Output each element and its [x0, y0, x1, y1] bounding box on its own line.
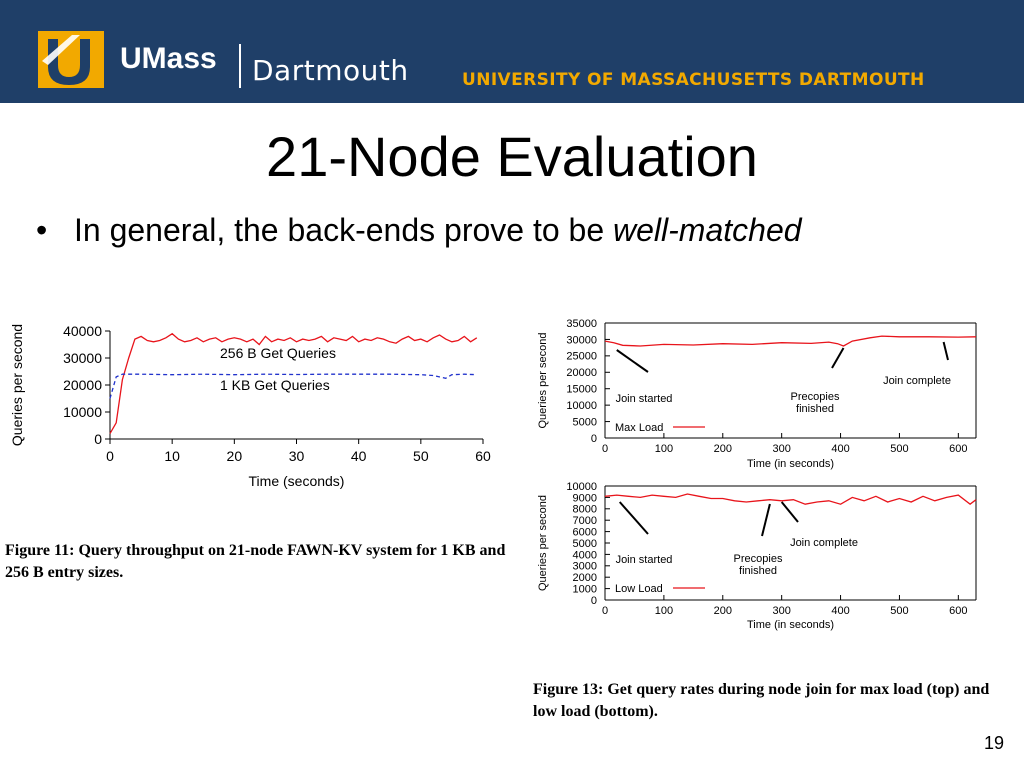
figure-13-bottom-chart: 0 100 200 300 400 500 600010002000300040005000…: [537, 481, 977, 631]
figure-13-caption: Figure 13: Get query rates during node j…: [533, 681, 990, 720]
y-tick-label: 5000: [573, 416, 597, 428]
series-line: [604, 493, 977, 506]
x-tick-label: 500: [890, 605, 908, 617]
x-tick-label: 600: [949, 605, 967, 617]
y-tick-label: 20000: [566, 367, 597, 379]
y-tick-label: 35000: [566, 318, 597, 330]
series-line: [109, 373, 477, 399]
x-tick-label: 0: [106, 448, 114, 464]
y-tick-label: 0: [94, 431, 102, 447]
y-tick-label: 2000: [573, 572, 597, 584]
logo-text-umass: UMass: [120, 42, 217, 75]
x-tick-label: 40: [351, 448, 367, 464]
x-tick-label: 0: [602, 443, 608, 455]
y-tick-label: 9000: [573, 492, 597, 504]
x-tick-label: 50: [413, 448, 429, 464]
page-number: 19: [983, 733, 1004, 753]
x-tick-label: 100: [655, 605, 673, 617]
annotation-label: Join complete: [790, 537, 858, 549]
x-tick-label: 200: [714, 443, 732, 455]
figure-11-caption: Figure 11: Query throughput on 21-node F…: [5, 542, 506, 581]
annotation-label: Join started: [616, 554, 673, 566]
x-tick-label: 60: [475, 448, 491, 464]
y-tick-label: 10000: [566, 481, 597, 493]
y-tick-label: 25000: [566, 351, 597, 363]
x-tick-label: 400: [831, 443, 849, 455]
bullet-dot-icon: •: [36, 212, 48, 248]
slide-title: 21-Node Evaluation: [266, 125, 758, 188]
bullet-point: • In general, the back-ends prove to be w…: [36, 212, 802, 249]
y-tick-label: 0: [591, 433, 597, 445]
x-tick-label: 300: [772, 605, 790, 617]
x-tick-label: 400: [831, 605, 849, 617]
y-tick-label: 20000: [63, 377, 102, 393]
university-name: UNIVERSITY OF MASSACHUSETTS DARTMOUTH: [462, 70, 925, 90]
y-tick-label: 40000: [63, 323, 102, 339]
annotation-label: Precopies finished: [791, 391, 840, 415]
x-axis-title: Time (in seconds): [747, 619, 834, 631]
annotation-label: Join started: [616, 393, 673, 405]
y-tick-label: 4000: [573, 549, 597, 561]
legend-label: Low Load: [615, 583, 663, 595]
annotation-arrow: [780, 501, 799, 523]
x-tick-label: 10: [164, 448, 180, 464]
legend-label: Max Load: [615, 422, 663, 434]
y-tick-label: 5000: [573, 538, 597, 550]
annotation-arrow: [831, 347, 845, 369]
x-tick-label: 200: [714, 605, 732, 617]
y-tick-label: 3000: [573, 561, 597, 573]
y-tick-label: 0: [591, 595, 597, 607]
series-label-1kb: 1 KB Get Queries: [220, 377, 330, 393]
y-axis-title: Queries per second: [537, 333, 549, 429]
logo-text-dartmouth: Dartmouth: [252, 54, 409, 87]
x-axis-title: Time (in seconds): [747, 458, 834, 470]
figure-13-top-chart: 0 100 200 300 400 500 600 0 5000 10000 15000 20000 2…: [537, 318, 977, 470]
y-tick-label: 7000: [573, 515, 597, 527]
y-tick-label: 10000: [63, 404, 102, 420]
y-tick-label: 6000: [573, 526, 597, 538]
annotation-arrow: [616, 349, 649, 373]
logo-divider: [239, 44, 241, 88]
annotation-label: Join complete: [883, 375, 951, 387]
x-tick-label: 500: [890, 443, 908, 455]
x-tick-label: 600: [949, 443, 967, 455]
series-line: [604, 335, 977, 347]
series-label-256b: 256 B Get Queries: [220, 345, 336, 361]
bullet-emphasis: well-matched: [613, 212, 802, 248]
annotation-label: Precopies finished: [734, 553, 783, 577]
x-tick-label: 300: [772, 443, 790, 455]
x-tick-label: 30: [289, 448, 305, 464]
y-axis-title: Queries per second: [537, 495, 549, 591]
y-tick-label: 1000: [573, 583, 597, 595]
y-tick-label: 15000: [566, 384, 597, 396]
umass-logo-icon: [38, 31, 104, 88]
series-line: [109, 332, 478, 434]
annotation-arrow: [761, 503, 771, 537]
y-tick-label: 30000: [63, 350, 102, 366]
figure-11-chart: 0 10 20 30 40 50 60 0 10000 20000 30000 40000 Time (…: [9, 323, 491, 489]
y-tick-label: 30000: [566, 334, 597, 346]
x-tick-label: 0: [602, 605, 608, 617]
x-tick-label: 20: [227, 448, 243, 464]
y-tick-label: 10000: [566, 400, 597, 412]
y-axis-title: Queries per second: [9, 324, 25, 446]
x-tick-label: 100: [655, 443, 673, 455]
annotation-arrow: [618, 501, 649, 535]
annotation-arrow: [942, 341, 949, 361]
y-tick-label: 8000: [573, 504, 597, 516]
x-axis-title: Time (seconds): [249, 473, 345, 489]
bullet-text: In general, the back-ends prove to be: [74, 212, 614, 248]
header-bar: UMass Dartmouth UNIVERSITY OF MASSACHUSE…: [0, 0, 1024, 103]
